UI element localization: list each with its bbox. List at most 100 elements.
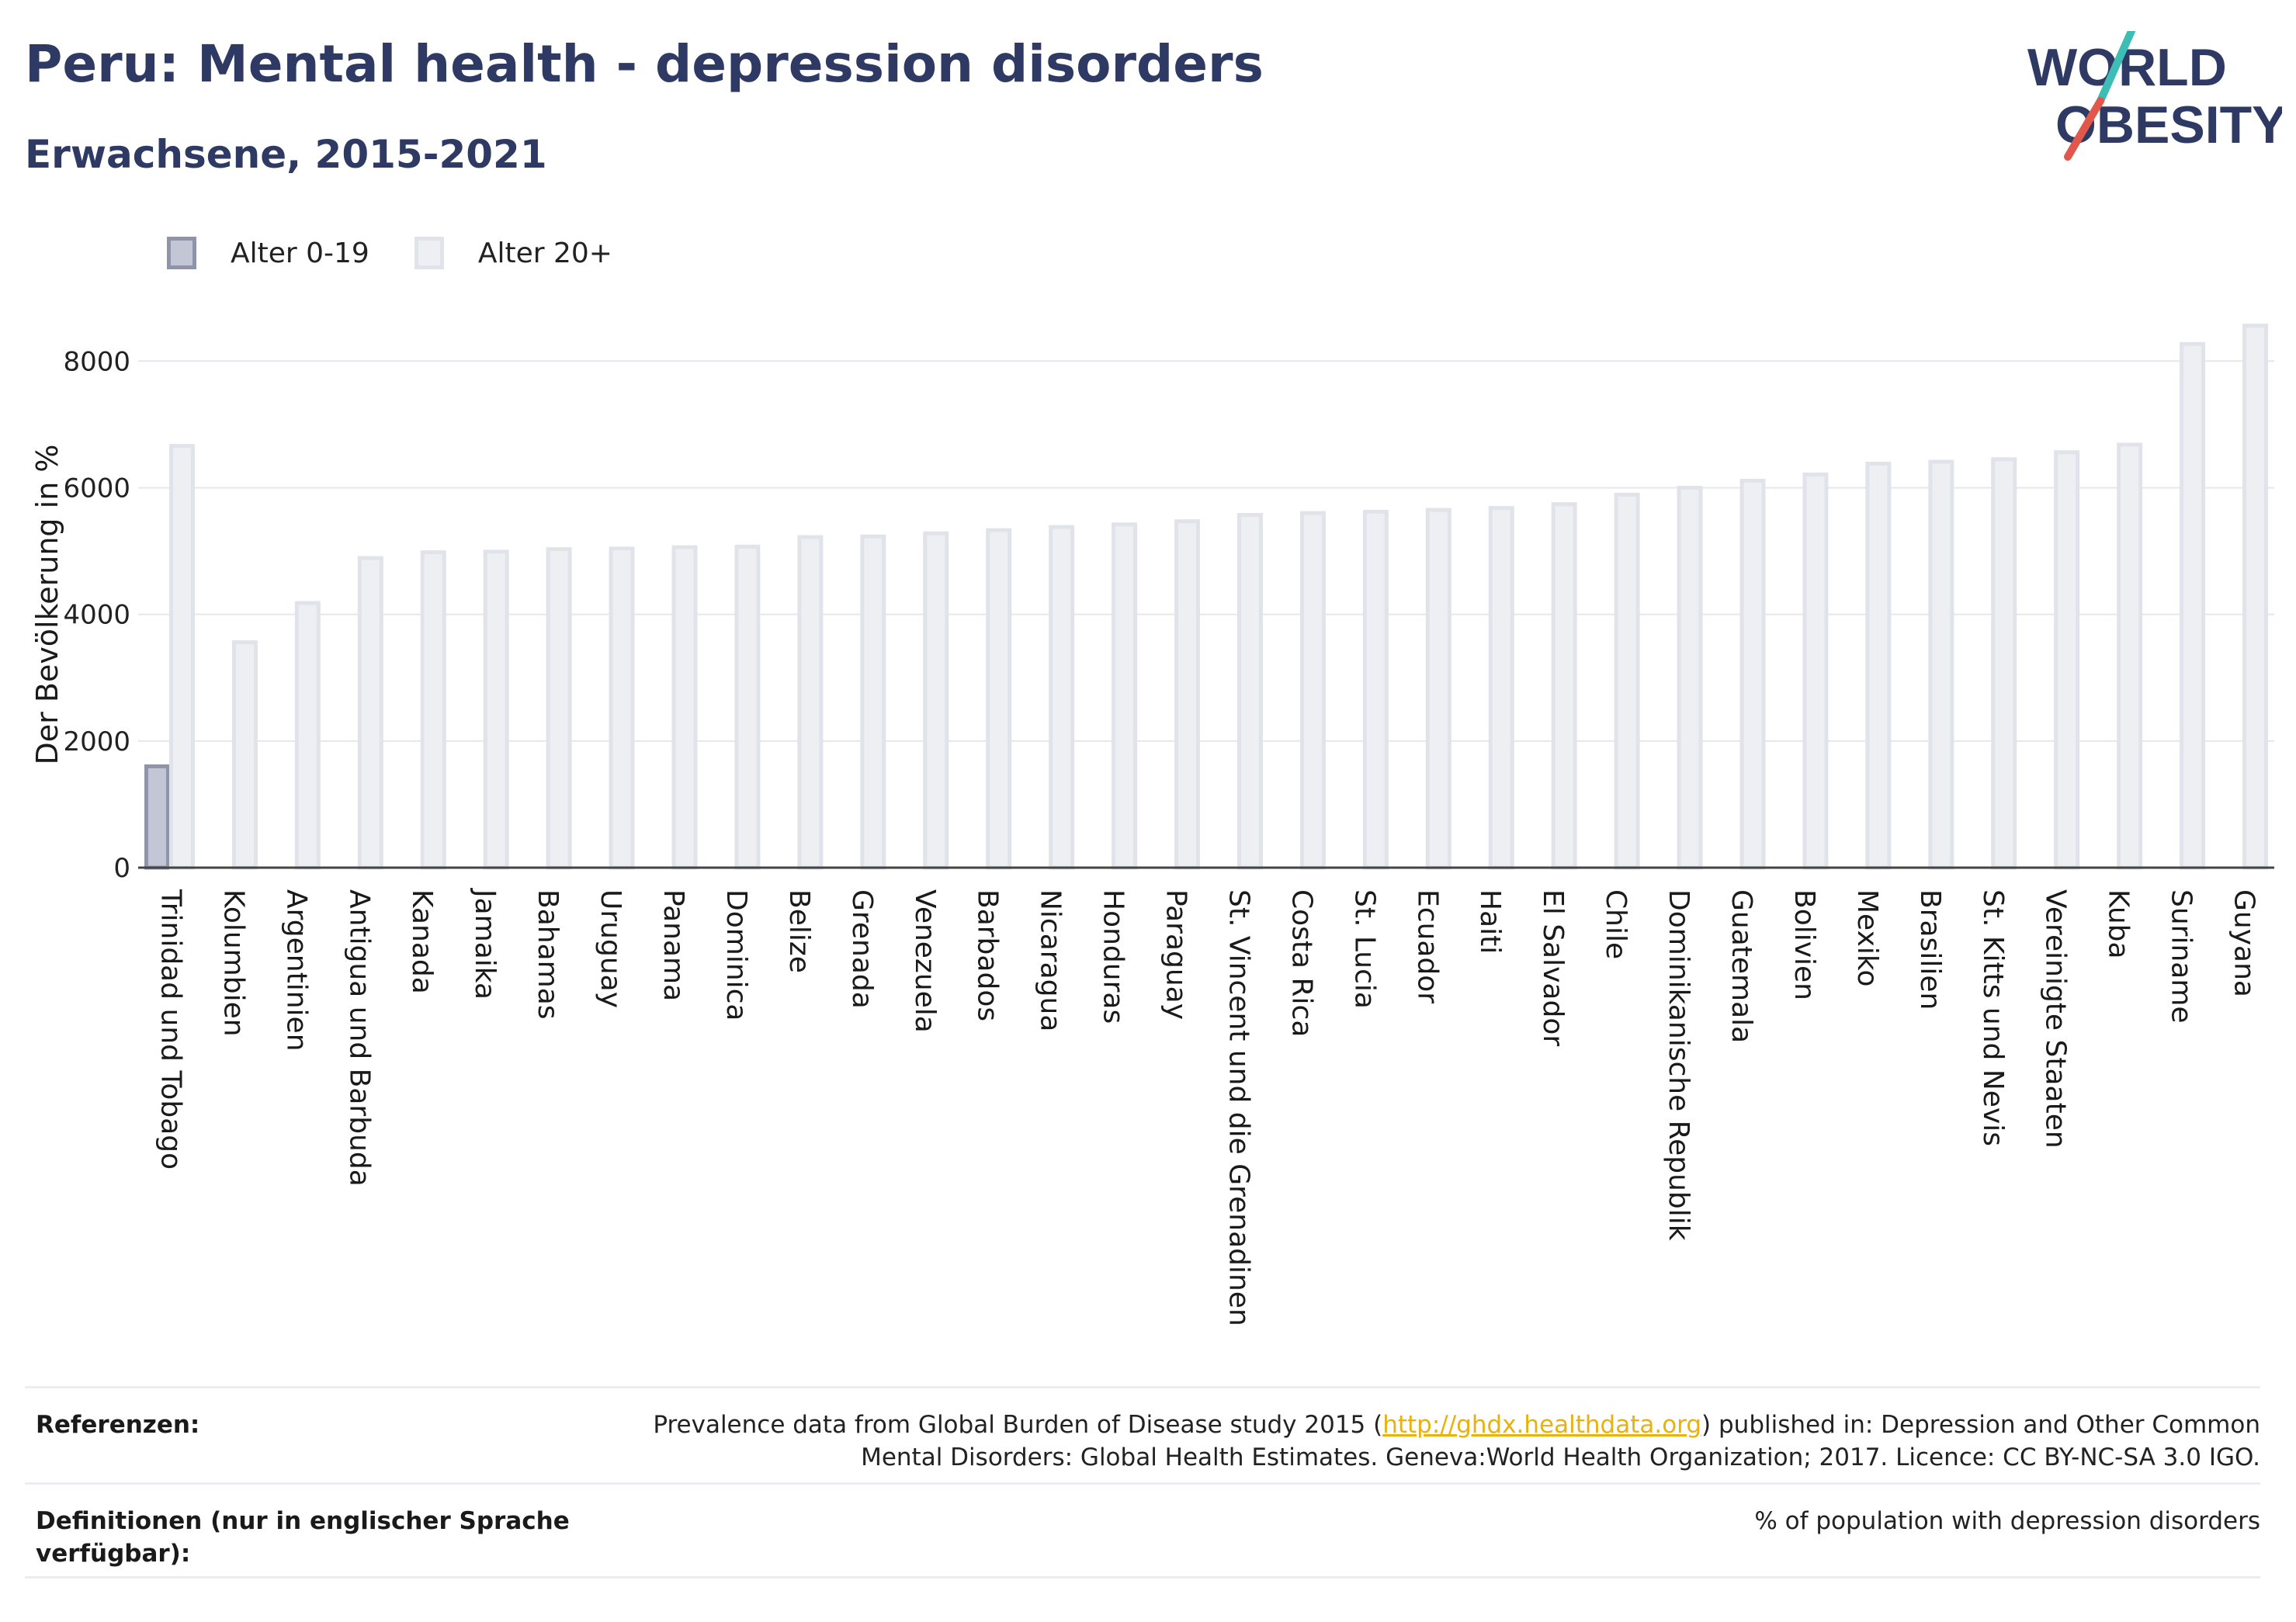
x-tick-label: Kolumbien [217, 889, 249, 1037]
x-tick-label: St. Vincent und die Grenadinen [1223, 889, 1254, 1326]
logo-slash-top [2097, 31, 2135, 105]
references-text-line2: Mental Disorders: Global Health Estimate… [861, 1444, 2260, 1471]
bar-age-20-plus [231, 640, 258, 870]
legend-item-age-0-19[interactable]: Alter 0-19 [167, 237, 369, 269]
bar-age-20-plus [2054, 450, 2080, 870]
bar-age-20-plus [1299, 511, 1326, 870]
legend-item-age-20-plus[interactable]: Alter 20+ [414, 237, 612, 269]
references-row: Referenzen: Prevalence data from Global … [25, 1386, 2260, 1482]
x-tick-label: Mexiko [1851, 889, 1883, 986]
x-tick-label: Brasilien [1914, 889, 1946, 1010]
bar-age-20-plus [671, 545, 698, 870]
bar-age-20-plus [2117, 442, 2143, 870]
x-tick-label: Guyana [2228, 889, 2260, 997]
logo-line2: OBESITY [2055, 95, 2282, 154]
bar-chart: 0 2000 4000 6000 8000 Der Bevölkerung in % Tri… [30, 324, 2274, 1326]
x-tick-label: Costa Rica [1285, 889, 1317, 1037]
bar-age-20-plus [1802, 472, 1829, 870]
x-tick-label: Trinidad und Tobago [154, 889, 186, 1170]
x-tick-label: El Salvador [1537, 889, 1569, 1046]
legend-swatch-age-20-plus [414, 237, 444, 269]
bar-age-20-plus [1614, 492, 1640, 870]
x-tick-label: Vereinigte Staaten [2040, 889, 2072, 1149]
y-tick-label: 6000 [63, 473, 130, 504]
x-tick-label: Barbados [972, 889, 1004, 1021]
references-text-after: ) published in: Depression and Other Com… [1701, 1411, 2260, 1439]
definitions-row: Definitionen (nur in englischer Sprache … [25, 1482, 2260, 1579]
bar-age-20-plus [1362, 509, 1389, 870]
bar-age-20-plus [609, 546, 635, 870]
chart-legend: Alter 0-19 Alter 20+ [167, 231, 657, 275]
bar-age-20-plus [923, 531, 949, 870]
x-tick-label: Bolivien [1788, 889, 1820, 1000]
references-text-before: Prevalence data from Global Burden of Di… [653, 1411, 1383, 1439]
x-tick-label: Bahamas [532, 889, 564, 1020]
x-tick-label: Belize [783, 889, 815, 973]
x-tick-label: Jamaika [469, 888, 501, 1000]
bar-age-20-plus [420, 550, 446, 870]
x-tick-label: Venezuela [909, 889, 941, 1033]
y-axis-label: Der Bevölkerung in % [30, 445, 64, 765]
bar-age-20-plus [1551, 502, 1577, 870]
bar-age-20-plus [1865, 461, 1892, 870]
x-tick-label: Grenada [846, 889, 878, 1009]
legend-label-age-0-19: Alter 0-19 [231, 237, 369, 269]
bar-age-20-plus [986, 528, 1012, 870]
x-tick-label: St. Kitts und Nevis [1977, 889, 2009, 1146]
x-tick-label: Antigua und Barbuda [343, 889, 375, 1187]
x-tick-label: Nicaragua [1035, 889, 1066, 1031]
bar-age-20-plus [1739, 478, 1766, 870]
bar-age-20-plus [1174, 519, 1201, 870]
x-tick-label: Kanada [406, 889, 438, 994]
bar-age-20-plus [1112, 522, 1138, 870]
x-tick-label: Uruguay [595, 889, 626, 1008]
bar-age-20-plus [294, 601, 321, 870]
definitions-label-line1: Definitionen (nur in englischer Sprache [36, 1507, 570, 1535]
bar-age-20-plus [734, 544, 761, 870]
x-tick-label: Kuba [2103, 889, 2135, 959]
bar-age-20-plus [483, 549, 509, 870]
x-tick-label: Paraguay [1160, 889, 1192, 1020]
y-tick-label: 8000 [63, 346, 130, 377]
y-tick-label: 2000 [63, 726, 130, 757]
bar-age-20-plus [1425, 508, 1451, 870]
x-tick-label: Haiti [1474, 889, 1506, 954]
references-link[interactable]: http://ghdx.healthdata.org [1382, 1411, 1702, 1439]
bar-age-20-plus [1677, 485, 1703, 870]
world-obesity-logo: WORLD OBESITY [2027, 31, 2282, 161]
bar-age-0-19 [144, 764, 170, 870]
bar-age-20-plus [1049, 525, 1075, 870]
bar-age-20-plus [2242, 324, 2269, 870]
x-tick-label: Argentinien [280, 889, 312, 1052]
bar-age-20-plus [2180, 341, 2206, 870]
definitions-label-line2: verfügbar): [36, 1540, 191, 1568]
bar-age-20-plus [357, 556, 383, 870]
definitions-label: Definitionen (nur in englischer Sprache … [25, 1505, 595, 1576]
x-tick-label: Panama [657, 889, 689, 1001]
bar-age-20-plus [1236, 513, 1263, 870]
bar-age-20-plus [860, 534, 886, 870]
bar-age-20-plus [546, 547, 572, 870]
legend-swatch-age-0-19 [167, 237, 196, 269]
bar-age-20-plus [1488, 506, 1514, 870]
references-table: Referenzen: Prevalence data from Global … [25, 1386, 2260, 1579]
chart-subtitle: Erwachsene, 2015-2021 [25, 132, 547, 177]
x-tick-label: Dominica [720, 889, 752, 1021]
x-tick-label: Ecuador [1411, 889, 1443, 1003]
definitions-text: % of population with depression disorder… [1754, 1507, 2260, 1535]
x-tick-label: Honduras [1098, 889, 1129, 1024]
x-tick-label: Suriname [2166, 889, 2197, 1024]
bar-age-20-plus [797, 535, 824, 870]
logo-slash-bottom [2064, 97, 2104, 161]
legend-label-age-20-plus: Alter 20+ [477, 237, 612, 269]
bar-age-20-plus [1928, 459, 1954, 870]
x-tick-label: Dominikanische Republik [1663, 889, 1694, 1241]
x-tick-label: Chile [1600, 889, 1632, 959]
bar-age-20-plus [168, 444, 195, 870]
references-label: Referenzen: [36, 1411, 200, 1439]
chart-title: Peru: Mental health - depression disorde… [25, 34, 1264, 94]
x-tick-label: Guatemala [1725, 889, 1757, 1043]
x-tick-label: St. Lucia [1348, 889, 1380, 1009]
bar-age-20-plus [1991, 457, 2017, 870]
y-tick-label: 4000 [63, 600, 130, 631]
